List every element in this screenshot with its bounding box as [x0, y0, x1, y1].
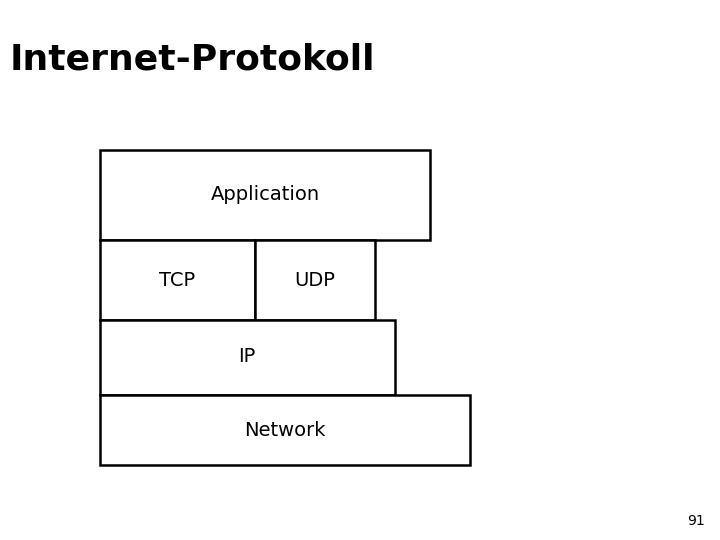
Text: IP: IP — [238, 348, 256, 367]
Text: TCP: TCP — [159, 271, 195, 289]
Bar — [100, 150, 430, 240]
Bar — [255, 240, 375, 320]
Bar — [100, 320, 395, 395]
Text: Application: Application — [210, 186, 320, 205]
Bar — [100, 240, 255, 320]
Text: 91: 91 — [688, 514, 705, 528]
Bar — [100, 395, 470, 465]
Text: Internet-Protokoll: Internet-Protokoll — [10, 43, 376, 77]
Text: UDP: UDP — [294, 271, 336, 289]
Text: Network: Network — [244, 421, 325, 440]
